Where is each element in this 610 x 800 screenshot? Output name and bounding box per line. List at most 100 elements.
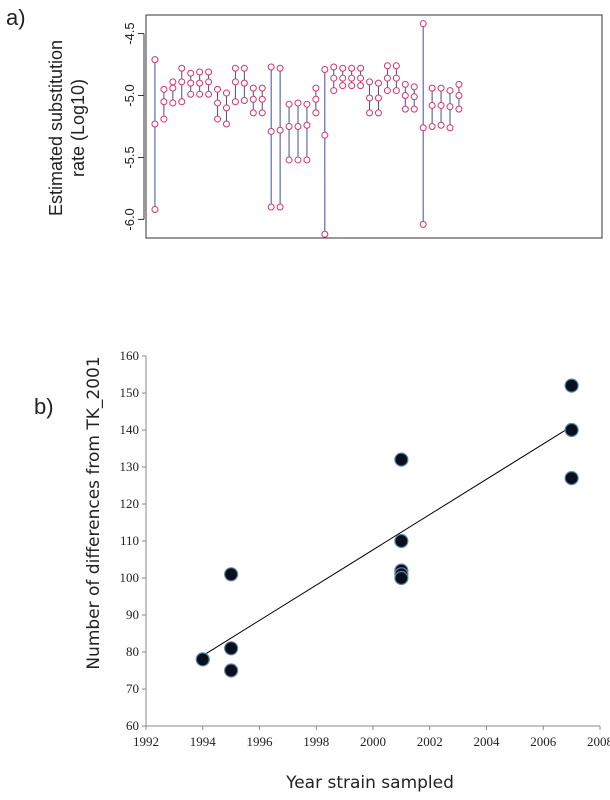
- data-point: [285, 100, 293, 108]
- data-point: [446, 103, 454, 111]
- data-point: [214, 99, 222, 107]
- axes-b: 60 70 80 90 100 110 120 130 140 150 160 1992 1994 199…: [120, 348, 610, 749]
- data-point: [294, 123, 302, 130]
- data-point: [401, 80, 409, 88]
- data-point: [231, 64, 239, 72]
- x-tick-label-b: 2002: [417, 734, 443, 749]
- data-point: [169, 99, 177, 107]
- data-point: [276, 126, 284, 134]
- y-tick-label-b: 110: [120, 533, 139, 548]
- data-point: [303, 100, 311, 108]
- data-point: [195, 652, 210, 667]
- data-point: [160, 85, 168, 93]
- data-point: [303, 121, 311, 129]
- data-point: [240, 96, 248, 104]
- data-point: [294, 99, 302, 107]
- x-tick-label-b: 2008: [587, 734, 610, 749]
- data-point: [196, 90, 204, 98]
- y-tick-label-b: 80: [126, 644, 139, 659]
- substitution-rate-chart: a) Estimated substitution rate (Log10) -…: [6, 5, 603, 239]
- data-point: [437, 121, 445, 129]
- scatter-marks-b: [195, 378, 579, 678]
- data-point: [240, 79, 248, 87]
- data-point: [383, 87, 391, 95]
- data-point: [366, 109, 374, 117]
- data-point: [455, 92, 463, 100]
- data-point: [222, 89, 230, 97]
- y-tick-label-a: -6.0: [122, 208, 137, 230]
- data-point: [249, 109, 257, 117]
- data-point: [249, 84, 257, 92]
- x-tick-label-b: 2006: [530, 734, 557, 749]
- data-point: [276, 203, 284, 211]
- data-point: [428, 84, 436, 92]
- data-point: [151, 120, 159, 128]
- data-point: [258, 95, 266, 103]
- x-axis-title-b: Year strain sampled: [285, 773, 454, 793]
- data-point: [366, 78, 374, 86]
- data-point: [339, 64, 347, 72]
- data-point: [222, 120, 230, 128]
- data-point: [249, 95, 257, 103]
- data-point: [428, 123, 436, 130]
- data-point: [231, 78, 239, 86]
- data-point: [267, 203, 275, 211]
- panel-label-a: a): [6, 5, 26, 30]
- data-point: [231, 98, 239, 106]
- x-tick-label-b: 2000: [360, 734, 386, 749]
- data-point: [383, 62, 391, 70]
- data-point: [294, 156, 302, 164]
- data-point: [178, 78, 186, 86]
- data-point: [401, 92, 409, 100]
- data-point: [401, 105, 409, 113]
- y-tick-label-b: 100: [120, 570, 140, 585]
- data-point: [330, 87, 338, 95]
- x-tick-label-b: 1994: [190, 734, 217, 749]
- y-tick-label-b: 60: [126, 718, 139, 733]
- data-point: [374, 79, 382, 87]
- data-point: [321, 131, 329, 139]
- data-point: [410, 105, 418, 113]
- data-point: [258, 109, 266, 117]
- data-point: [240, 64, 248, 72]
- panel-label-b: b): [34, 394, 54, 419]
- data-point: [187, 69, 195, 77]
- data-point: [205, 78, 213, 86]
- y-tick-label-b: 140: [120, 422, 140, 437]
- data-point: [419, 124, 427, 132]
- data-point: [151, 206, 159, 214]
- data-point: [374, 109, 382, 117]
- y-tick-label-b: 130: [120, 459, 140, 474]
- data-point: [564, 422, 579, 438]
- data-point: [455, 80, 463, 88]
- data-point: [455, 105, 463, 113]
- data-point: [224, 641, 239, 656]
- data-point: [178, 64, 186, 72]
- data-point: [394, 570, 409, 586]
- y-tick-label-a: -5.5: [122, 146, 137, 168]
- data-point: [224, 567, 239, 582]
- y-tick-label-b: 160: [120, 348, 140, 363]
- data-point: [214, 85, 222, 93]
- data-point: [366, 94, 374, 102]
- data-point: [357, 74, 365, 82]
- data-point: [437, 84, 445, 92]
- data-point: [169, 78, 177, 86]
- data-point: [258, 84, 266, 92]
- data-point: [419, 220, 427, 228]
- data-point: [321, 230, 329, 238]
- data-point: [196, 68, 204, 76]
- data-point: [394, 533, 409, 549]
- data-point: [339, 74, 347, 82]
- plot-frame-a: [145, 14, 603, 239]
- data-point: [357, 64, 365, 72]
- data-point: [357, 82, 365, 90]
- x-tick-label-b: 2004: [474, 734, 501, 749]
- interval-marks-a: [151, 20, 463, 238]
- y-tick-label-b: 120: [120, 496, 140, 511]
- data-point: [312, 84, 320, 92]
- data-point: [339, 82, 347, 90]
- data-point: [374, 94, 382, 102]
- x-tick-label-b: 1996: [247, 734, 274, 749]
- data-point: [392, 87, 400, 95]
